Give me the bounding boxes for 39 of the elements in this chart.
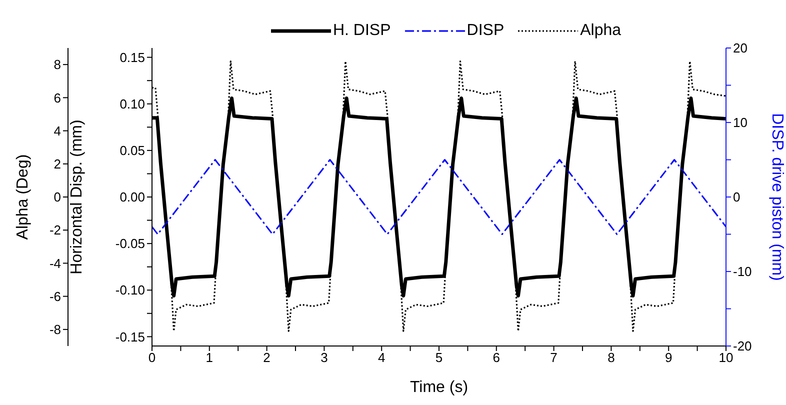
x-tick-label: 6 [492,350,500,366]
x-axis-title: Time (s) [410,379,468,396]
x-tick-label: 5 [435,350,443,366]
x-tick-label: 2 [263,350,270,366]
x-tick-label: 10 [718,350,734,366]
y2-tick-label: 10 [733,115,748,130]
y-tick-label: -0.10 [115,282,145,298]
y3-tick-label: 2 [54,156,61,172]
legend-label: Alpha [580,22,622,40]
y2-tick-label: -10 [733,264,752,280]
y2-axis-title: DISP. drive piston (mm) [768,113,786,281]
y-axis-title: Horizontal Disp. (mm) [68,120,86,274]
x-tick-label: 1 [206,350,214,366]
x-tick-label: 4 [378,350,386,366]
y2-tick-label: -20 [733,338,752,354]
y3-tick-label: -2 [49,222,61,238]
y3-tick-label: 6 [54,90,61,106]
legend-label: DISP [466,22,504,40]
x-tick-label: 0 [148,350,156,366]
x-tick-label: 8 [608,350,615,366]
y2-tick-label: 20 [733,40,748,56]
y-tick-label: 0.15 [120,50,145,65]
y-tick-label: -0.15 [115,329,145,344]
x-tick-label: 9 [664,350,672,366]
y-tick-label: 0.00 [120,190,145,205]
y3-tick-label: 0 [54,190,61,205]
y3-tick-label: -4 [49,256,61,271]
y-tick-label: -0.05 [115,236,145,252]
y3-tick-label: -8 [49,322,61,338]
x-tick-label: 3 [320,350,328,366]
y3-axis-title: Alpha (Deg) [14,154,32,240]
y3-tick-label: 4 [54,123,61,138]
y2-tick-label: 0 [733,190,740,205]
y-tick-label: 0.05 [120,143,145,158]
legend-label: H. DISP [332,22,391,40]
y3-tick-label: -6 [49,288,61,304]
y3-tick-label: 8 [54,57,61,72]
x-tick-label: 7 [550,350,558,366]
y-tick-label: 0.10 [120,96,145,112]
